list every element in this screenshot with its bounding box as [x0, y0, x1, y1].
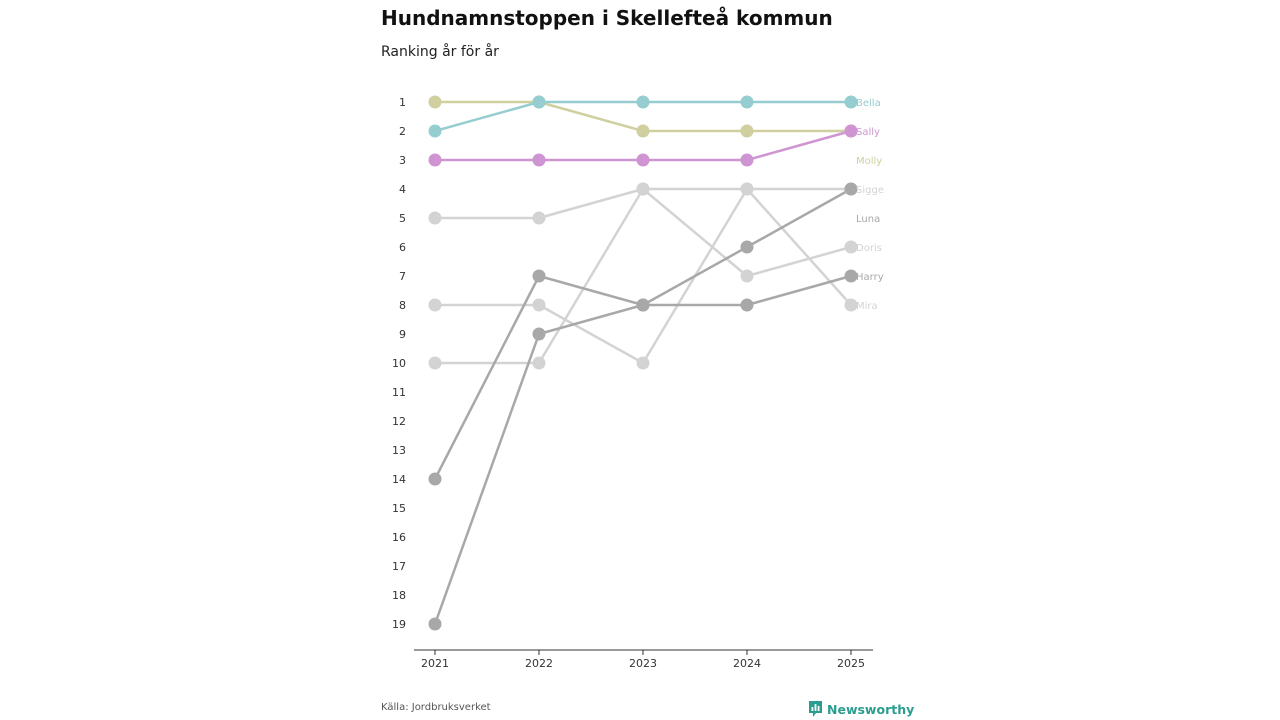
data-point-harry	[636, 298, 650, 312]
data-point-molly	[636, 124, 650, 138]
y-tick-label: 6	[399, 241, 406, 254]
data-point-sally	[428, 153, 442, 167]
y-tick-label: 7	[399, 270, 406, 283]
series-points	[428, 95, 858, 631]
data-point-harry	[428, 472, 442, 486]
data-point-bella	[428, 124, 442, 138]
y-tick-label: 14	[392, 473, 406, 486]
series-line-luna	[433, 187, 852, 625]
data-point-sally	[844, 124, 858, 138]
series-line-doris	[435, 187, 852, 365]
data-point-sally	[740, 153, 754, 167]
data-point-doris	[844, 240, 858, 254]
y-tick-label: 11	[392, 386, 406, 399]
data-point-molly	[428, 95, 442, 109]
data-point-doris	[636, 182, 650, 196]
data-point-doris	[740, 269, 754, 283]
y-tick-label: 12	[392, 415, 406, 428]
end-label-mira: Mira	[856, 301, 878, 312]
y-tick-label: 19	[392, 618, 406, 631]
brand-logo: Newsworthy	[808, 700, 914, 718]
end-label-doris: Doris	[856, 243, 882, 254]
series-line-mira	[435, 187, 852, 365]
data-point-mira	[636, 356, 650, 370]
data-point-bella	[740, 95, 754, 109]
end-label-sigge: Sigge	[856, 185, 884, 196]
y-tick-label: 4	[399, 183, 406, 196]
end-label-luna: Luna	[856, 214, 880, 225]
chart-bar-icon	[809, 701, 822, 717]
end-label-molly: Molly	[856, 156, 882, 167]
y-tick-label: 15	[392, 502, 406, 515]
data-point-sigge	[532, 211, 546, 225]
x-tick-label: 2021	[421, 657, 449, 670]
data-point-mira	[428, 298, 442, 312]
data-point-luna	[844, 182, 858, 196]
data-point-harry	[740, 298, 754, 312]
y-tick-label: 17	[392, 560, 406, 573]
data-point-bella	[532, 95, 546, 109]
x-axis: 2021 2022 2023 2024 2025	[414, 649, 873, 670]
series-end-labels: Bella Sally Molly Sigge Luna Doris Harry Mira	[856, 98, 884, 312]
data-point-mira	[740, 182, 754, 196]
end-label-harry: Harry	[856, 272, 884, 283]
y-tick-label: 16	[392, 531, 406, 544]
y-tick-label: 18	[392, 589, 406, 602]
data-point-sally	[532, 153, 546, 167]
data-point-luna	[740, 240, 754, 254]
data-point-luna	[532, 327, 546, 341]
data-point-sally	[636, 153, 650, 167]
data-point-bella	[636, 95, 650, 109]
y-tick-label: 5	[399, 212, 406, 225]
brand-name: Newsworthy	[827, 701, 915, 717]
source-note: Källa: Jordbruksverket	[381, 702, 491, 713]
end-label-sally: Sally	[856, 127, 880, 138]
y-tick-label: 1	[399, 96, 406, 109]
y-tick-label: 10	[392, 357, 406, 370]
data-point-molly	[740, 124, 754, 138]
y-tick-label: 13	[392, 444, 406, 457]
y-tick-label: 2	[399, 125, 406, 138]
data-point-mira	[844, 298, 858, 312]
data-point-harry	[844, 269, 858, 283]
end-label-bella: Bella	[856, 98, 881, 109]
data-point-doris	[428, 356, 442, 370]
chart-title: Hundnamnstoppen i Skellefteå kommun	[381, 6, 833, 30]
data-point-mira	[532, 298, 546, 312]
data-point-luna	[428, 617, 442, 631]
x-tick-label: 2025	[837, 657, 865, 670]
y-tick-label: 9	[399, 328, 406, 341]
y-tick-label: 8	[399, 299, 406, 312]
chart-subtitle: Ranking år för år	[381, 44, 499, 60]
data-point-sigge	[428, 211, 442, 225]
y-tick-label: 3	[399, 154, 406, 167]
data-point-harry	[532, 269, 546, 283]
data-point-doris	[532, 356, 546, 370]
x-tick-label: 2024	[733, 657, 761, 670]
data-point-bella	[844, 95, 858, 109]
x-tick-label: 2023	[629, 657, 657, 670]
x-tick-label: 2022	[525, 657, 553, 670]
